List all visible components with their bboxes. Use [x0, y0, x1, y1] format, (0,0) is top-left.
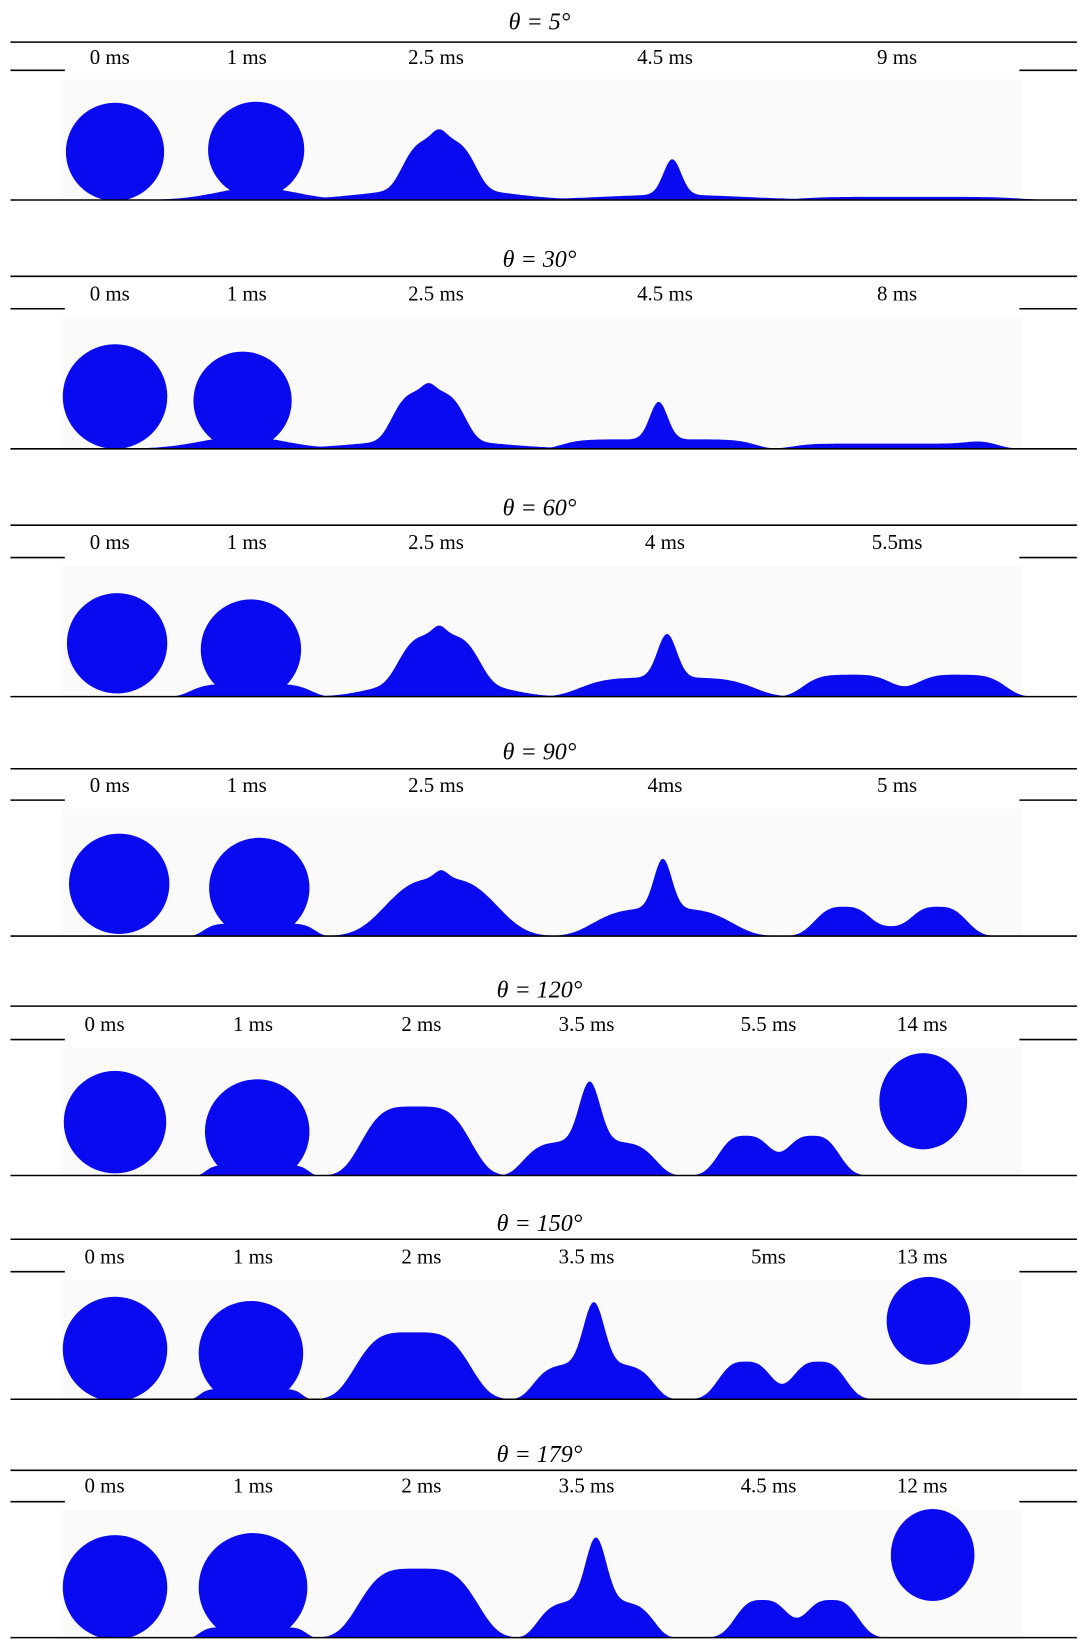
time-label: 5 ms: [877, 773, 917, 797]
time-label: 4.5 ms: [637, 281, 693, 305]
time-label: 2 ms: [401, 1012, 441, 1036]
droplet: [879, 1053, 967, 1149]
time-label: 4.5 ms: [637, 45, 693, 69]
time-label: 13 ms: [897, 1244, 948, 1268]
droplet: [193, 352, 291, 450]
panel: θ = 30° 0 ms 1 ms 2.5 ms 4.5 ms 8 ms: [10, 247, 1079, 450]
time-label: 2.5 ms: [408, 530, 464, 554]
panel-background: [63, 808, 1023, 936]
droplet: [67, 593, 167, 693]
droplet: [209, 838, 309, 938]
time-label: 4ms: [648, 773, 683, 797]
time-label: 0 ms: [90, 45, 130, 69]
panel: θ = 150° 0 ms 1 ms 2 ms 3.5 ms 5ms 13 ms: [10, 1211, 1076, 1406]
panel: θ = 120° 0 ms 1 ms 2 ms 3.5 ms 5.5 ms 14 ms: [10, 978, 1076, 1184]
angle-label: θ = 120°: [497, 978, 583, 1004]
panel-background: [63, 79, 1023, 200]
droplet: [63, 1297, 168, 1402]
angle-label: θ = 90°: [503, 739, 577, 765]
angle-label: θ = 60°: [503, 496, 577, 522]
angle-label: θ = 5°: [509, 10, 571, 36]
time-label: 12 ms: [897, 1473, 948, 1497]
time-label: 3.5 ms: [559, 1012, 615, 1036]
angle-label: θ = 179°: [497, 1442, 583, 1468]
figure: θ = 5° 0 ms 1 ms 2.5 ms 4.5 ms 9 ms θ = 30° 0 m…: [0, 0, 1079, 1640]
time-label: 0 ms: [85, 1244, 125, 1268]
time-label: 1 ms: [233, 1473, 273, 1497]
time-label: 3.5 ms: [559, 1473, 615, 1497]
time-label: 2.5 ms: [408, 773, 464, 797]
time-label: 0 ms: [85, 1012, 125, 1036]
panel: θ = 60° 0 ms 1 ms 2.5 ms 4 ms 5.5ms: [10, 496, 1079, 700]
time-label: 1 ms: [227, 530, 267, 554]
panel: θ = 179° 0 ms 1 ms 2 ms 3.5 ms 4.5 ms 12 ms: [10, 1442, 1076, 1640]
droplet: [66, 103, 164, 201]
time-label: 4 ms: [645, 530, 685, 554]
time-label: 1 ms: [227, 281, 267, 305]
time-label: 8 ms: [877, 281, 917, 305]
droplet: [887, 1277, 971, 1365]
time-label: 0 ms: [90, 773, 130, 797]
time-label: 3.5 ms: [559, 1244, 615, 1268]
time-label: 1 ms: [227, 773, 267, 797]
time-label: 0 ms: [90, 281, 130, 305]
time-label: 2.5 ms: [408, 281, 464, 305]
droplet: [208, 102, 304, 198]
droplet: [69, 834, 169, 934]
panel: θ = 90° 0 ms 1 ms 2.5 ms 4ms 5 ms: [10, 739, 1076, 938]
time-label: 1 ms: [233, 1012, 273, 1036]
time-label: 4.5 ms: [741, 1473, 797, 1497]
droplet: [63, 1535, 168, 1640]
time-label: 5.5ms: [872, 530, 923, 554]
angle-label: θ = 30°: [503, 247, 577, 273]
time-label: 9 ms: [877, 45, 917, 69]
time-label: 5ms: [751, 1244, 786, 1268]
time-label: 0 ms: [90, 530, 130, 554]
time-label: 2 ms: [401, 1244, 441, 1268]
time-label: 14 ms: [897, 1012, 948, 1036]
angle-label: θ = 150°: [497, 1211, 583, 1237]
droplet: [199, 1533, 308, 1640]
time-label: 1 ms: [227, 45, 267, 69]
time-label: 0 ms: [85, 1473, 125, 1497]
droplet: [891, 1509, 975, 1601]
time-label: 1 ms: [233, 1244, 273, 1268]
time-label: 2 ms: [401, 1473, 441, 1497]
time-label: 2.5 ms: [408, 45, 464, 69]
panel: θ = 5° 0 ms 1 ms 2.5 ms 4.5 ms 9 ms: [10, 10, 1079, 201]
droplet: [64, 1071, 166, 1173]
droplet: [63, 344, 168, 449]
time-label: 5.5 ms: [741, 1012, 797, 1036]
